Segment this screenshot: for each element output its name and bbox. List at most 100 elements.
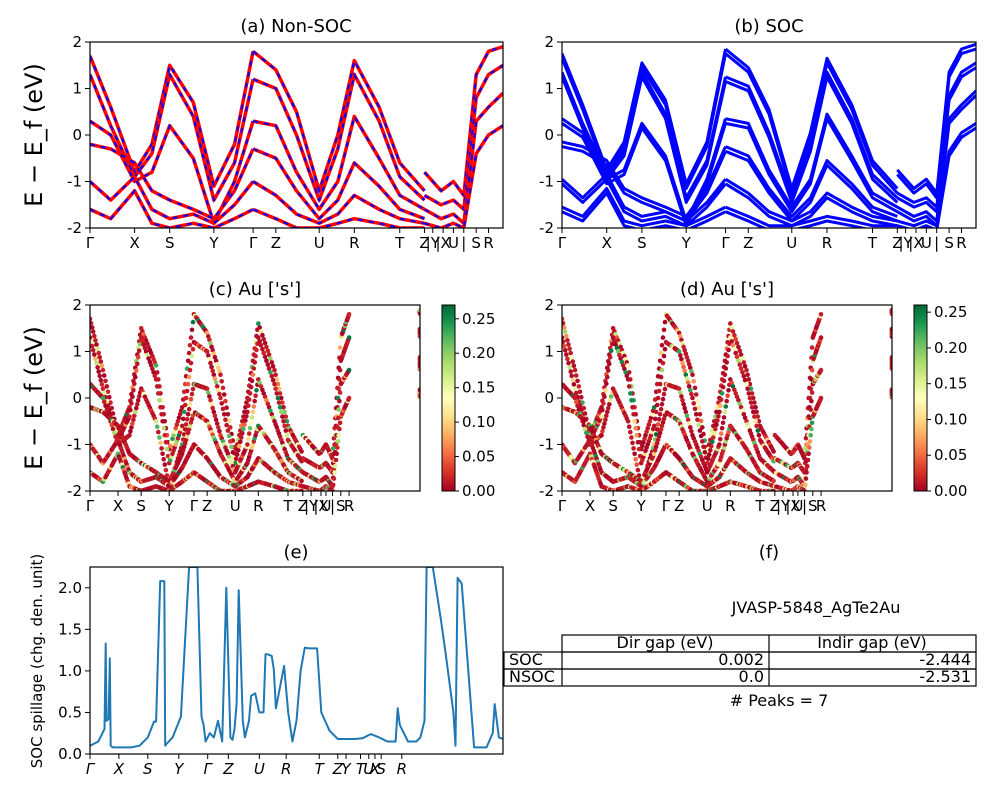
point-d-6-1-11 [689,369,694,374]
point-d-8-4-7 [723,404,729,409]
point-c-7-6-3 [275,395,281,401]
point-d-6-6-0 [744,367,749,373]
panel-c-xticklabel-11: |X [313,497,328,515]
band-a-dash-3 [90,143,255,220]
point-c-8-4-8 [252,398,257,404]
point-c-7-3-11 [244,413,249,419]
panel-c-xticklabel-8: T [282,497,293,515]
point-d-2-5-6 [632,451,637,457]
point-c-1-4-4 [143,349,149,354]
panel-a-xticklabel-4: Γ [249,234,258,252]
panel-b-xticklabel-4: Γ [721,234,730,252]
panel-a-xticklabel-13: | [461,234,466,252]
point-d-8-1-1 [678,390,683,395]
point-d-2-7-5 [656,417,662,422]
point-c-6-5-9 [268,356,273,361]
point-c-0-0-5 [93,338,98,343]
point-d-7-1-11 [689,391,694,397]
point-c-7-3-3 [236,448,241,453]
point-d-2-1-10 [585,434,590,440]
band-ylabel-top: E − E_f (eV) [20,63,48,207]
point-d-2-7-8 [659,401,665,407]
point-c-0-5-0 [153,363,159,368]
point-c-1-4-2 [141,342,146,347]
point-c-2-3-5 [132,413,137,419]
panel-b-xticklabel-8: T [867,234,878,252]
point-c-7-1-9 [214,384,220,389]
point-c-7-3-1 [233,456,239,462]
point-d-6-2-5 [696,405,701,411]
point-c-2-1-9 [112,430,117,436]
point-d-0-0-6 [566,342,571,347]
point-c-2-5-0 [153,419,159,424]
panel-d-xticklabel-9: Z [770,497,780,515]
point-c-6-1-10 [216,365,221,371]
point-c-2-3-4 [131,417,136,423]
point-c-0-1-0 [100,367,106,373]
point-d-1-4-11 [624,373,630,379]
point-d-7-6-4 [748,400,754,405]
point-c-8-1-10 [216,425,221,430]
point-d-6-1-2 [679,337,684,343]
point-d-1-7-10 [661,353,667,359]
point-c-7-6-6 [279,409,284,415]
point-d-6-2-6 [697,412,703,417]
point-d-1-0-9 [569,373,574,379]
point-d-15-3-1 [802,482,808,488]
point-c-6-2-4 [223,398,228,404]
panel-a-xticklabel-11: |X [435,234,450,252]
point-d-15-5-0 [818,395,824,401]
panel-a-xticklabel-9: Z [419,234,429,252]
point-d-8-1-3 [680,398,685,403]
point-d-7-6-11 [756,432,762,438]
point-d-1-3-5 [604,381,609,387]
point-d-0-1-6 [580,400,585,405]
point-d-1-0-4 [564,352,569,357]
point-d-7-6-9 [754,423,759,429]
band-b-8-1 [725,112,899,209]
point-d-8-5-6 [736,398,741,403]
panel-d-xticklabel-5: Z [674,497,684,515]
point-d-7-5-7 [737,362,743,368]
point-c-6-6-1 [273,372,278,378]
panel-c-xticklabel-7: R [253,497,263,515]
point-c-8-5-8 [266,405,272,410]
point-d-15-3-10 [809,426,814,432]
point-c-7-5-10 [269,374,275,379]
point-d-0-0-3 [562,329,568,335]
point-c-7-1-1 [206,353,211,358]
point-c-7-6-10 [283,428,289,433]
point-d-7-4-7 [723,366,729,371]
point-c-2-1-2 [103,403,108,409]
point-d-6-5-10 [741,360,747,365]
point-c-7-3-6 [239,435,244,440]
point-c-1-3-5 [132,381,137,387]
point-d-1-7-3 [654,402,660,408]
point-d-8-1-8 [685,417,691,423]
band-b-11-0 [724,210,870,228]
point-d-0-0-5 [565,338,570,343]
point-c-7-1-4 [209,364,214,370]
panel-c-xticklabel-3: Y [164,497,175,515]
point-c-7-4-5 [249,378,255,384]
point-c-7-3-5 [238,439,243,445]
point-c-1-7-10 [189,353,195,359]
point-c-2-5-1 [154,424,160,430]
panel-c-xticklabel-4: Γ [190,497,199,515]
point-c-1-7-7 [186,374,192,380]
point-d-6-6-5 [749,391,755,396]
point-c-15-3-8 [335,439,341,444]
colorbar-d-ticklabel-0: 0.00 [934,482,967,500]
point-c-15-3-1 [330,482,336,488]
panel-d-xticklabel-7: R [725,497,735,515]
panel-f-title: (f) [759,542,779,563]
point-c-7-5-5 [262,354,268,360]
point-c-8-5-6 [264,398,269,403]
point-c-1-1-0 [100,386,106,392]
band-b-7-0 [724,75,899,204]
point-c-7-3-9 [242,422,247,428]
point-c-6-5-11 [270,363,276,369]
point-d-6-6-3 [747,381,753,387]
point-c-1-4-1 [140,338,145,344]
panel-d-xticklabel-0: Γ [558,497,567,515]
